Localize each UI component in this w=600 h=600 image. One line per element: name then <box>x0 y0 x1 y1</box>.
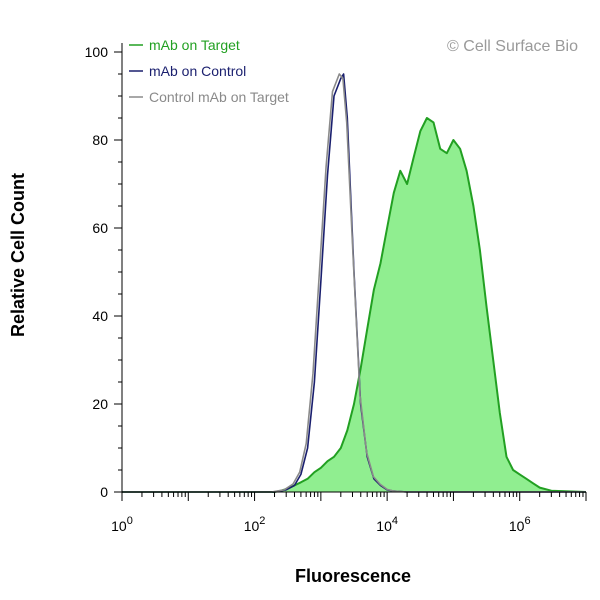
legend-label-1: mAb on Control <box>149 63 246 79</box>
y-tick-label-2: 40 <box>92 308 108 324</box>
series-line-2 <box>122 73 586 493</box>
legend-label-2: Control mAb on Target <box>149 89 289 105</box>
x-tick-label-0: 100 <box>111 515 133 534</box>
legend-label-0: mAb on Target <box>149 37 240 53</box>
y-tick-label-1: 20 <box>92 396 108 412</box>
watermark: © Cell Surface Bio <box>447 38 578 55</box>
legend: mAb on Target mAb on Control Control mAb o… <box>129 37 289 105</box>
series-line-0 <box>122 117 587 493</box>
series-layer <box>122 73 587 493</box>
series-area-0 <box>122 118 586 492</box>
tick-layer: 0 20 40 60 80 100 100 102 104 106 <box>85 44 587 534</box>
x-tick-label-3: 106 <box>509 515 531 534</box>
y-tick-label-5: 100 <box>85 44 109 60</box>
x-tick-label-1: 102 <box>244 515 266 534</box>
y-tick-label-0: 0 <box>100 484 108 500</box>
y-tick-label-3: 60 <box>92 220 108 236</box>
y-axis-title: Relative Cell Count <box>8 173 28 337</box>
y-tick-label-4: 80 <box>92 132 108 148</box>
x-tick-label-2: 104 <box>376 515 398 534</box>
x-axis-title: Fluorescence <box>295 566 411 586</box>
